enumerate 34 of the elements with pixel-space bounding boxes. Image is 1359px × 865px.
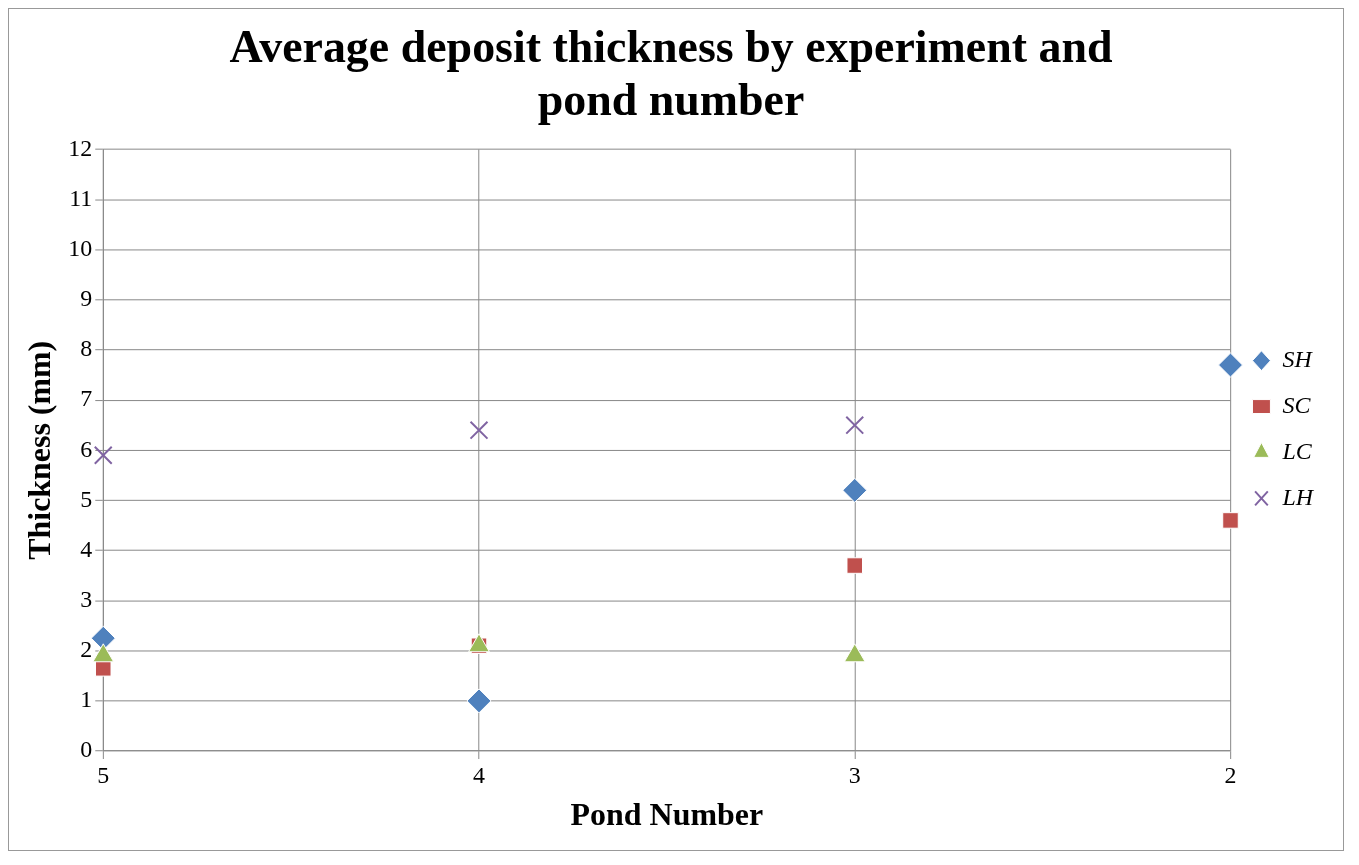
y-tick-label: 7 bbox=[80, 385, 93, 412]
y-tick-label: 5 bbox=[80, 485, 93, 512]
y-tick-label: 2 bbox=[80, 636, 93, 663]
chart-title: Average deposit thickness by experiment and pond number bbox=[229, 21, 1114, 125]
y-tick-label: 4 bbox=[80, 535, 93, 562]
point bbox=[1218, 352, 1243, 378]
legend-label: LH bbox=[1281, 483, 1315, 510]
y-tick-label: 8 bbox=[80, 335, 93, 362]
legend-label: LC bbox=[1281, 437, 1313, 464]
y-tick-label: 10 bbox=[68, 235, 93, 262]
point bbox=[93, 445, 113, 465]
y-tick-label: 9 bbox=[80, 285, 93, 312]
point bbox=[846, 557, 864, 574]
point bbox=[469, 420, 489, 440]
y-tick-label: 1 bbox=[80, 686, 93, 713]
x-tick-label: 3 bbox=[848, 761, 861, 788]
point bbox=[466, 688, 492, 714]
point bbox=[90, 625, 116, 651]
x-tick-label: 2 bbox=[1224, 761, 1237, 788]
point bbox=[842, 477, 868, 503]
y-tick-label: 6 bbox=[80, 435, 93, 462]
y-tick-label: 11 bbox=[69, 184, 93, 211]
legend-label: SC bbox=[1282, 391, 1312, 418]
y-axis-title: Thickness (mm) bbox=[22, 340, 58, 560]
x-tick-label: 5 bbox=[97, 761, 110, 788]
point bbox=[1222, 512, 1239, 529]
point bbox=[94, 660, 112, 677]
x-tick-label: 4 bbox=[473, 761, 486, 788]
x-axis-title: Pond Number bbox=[570, 797, 764, 833]
y-tick-label: 0 bbox=[80, 736, 93, 763]
y-tick-label: 12 bbox=[68, 134, 93, 161]
legend-label: SH bbox=[1282, 345, 1314, 372]
y-tick-label: 3 bbox=[80, 585, 93, 612]
point bbox=[845, 415, 865, 435]
